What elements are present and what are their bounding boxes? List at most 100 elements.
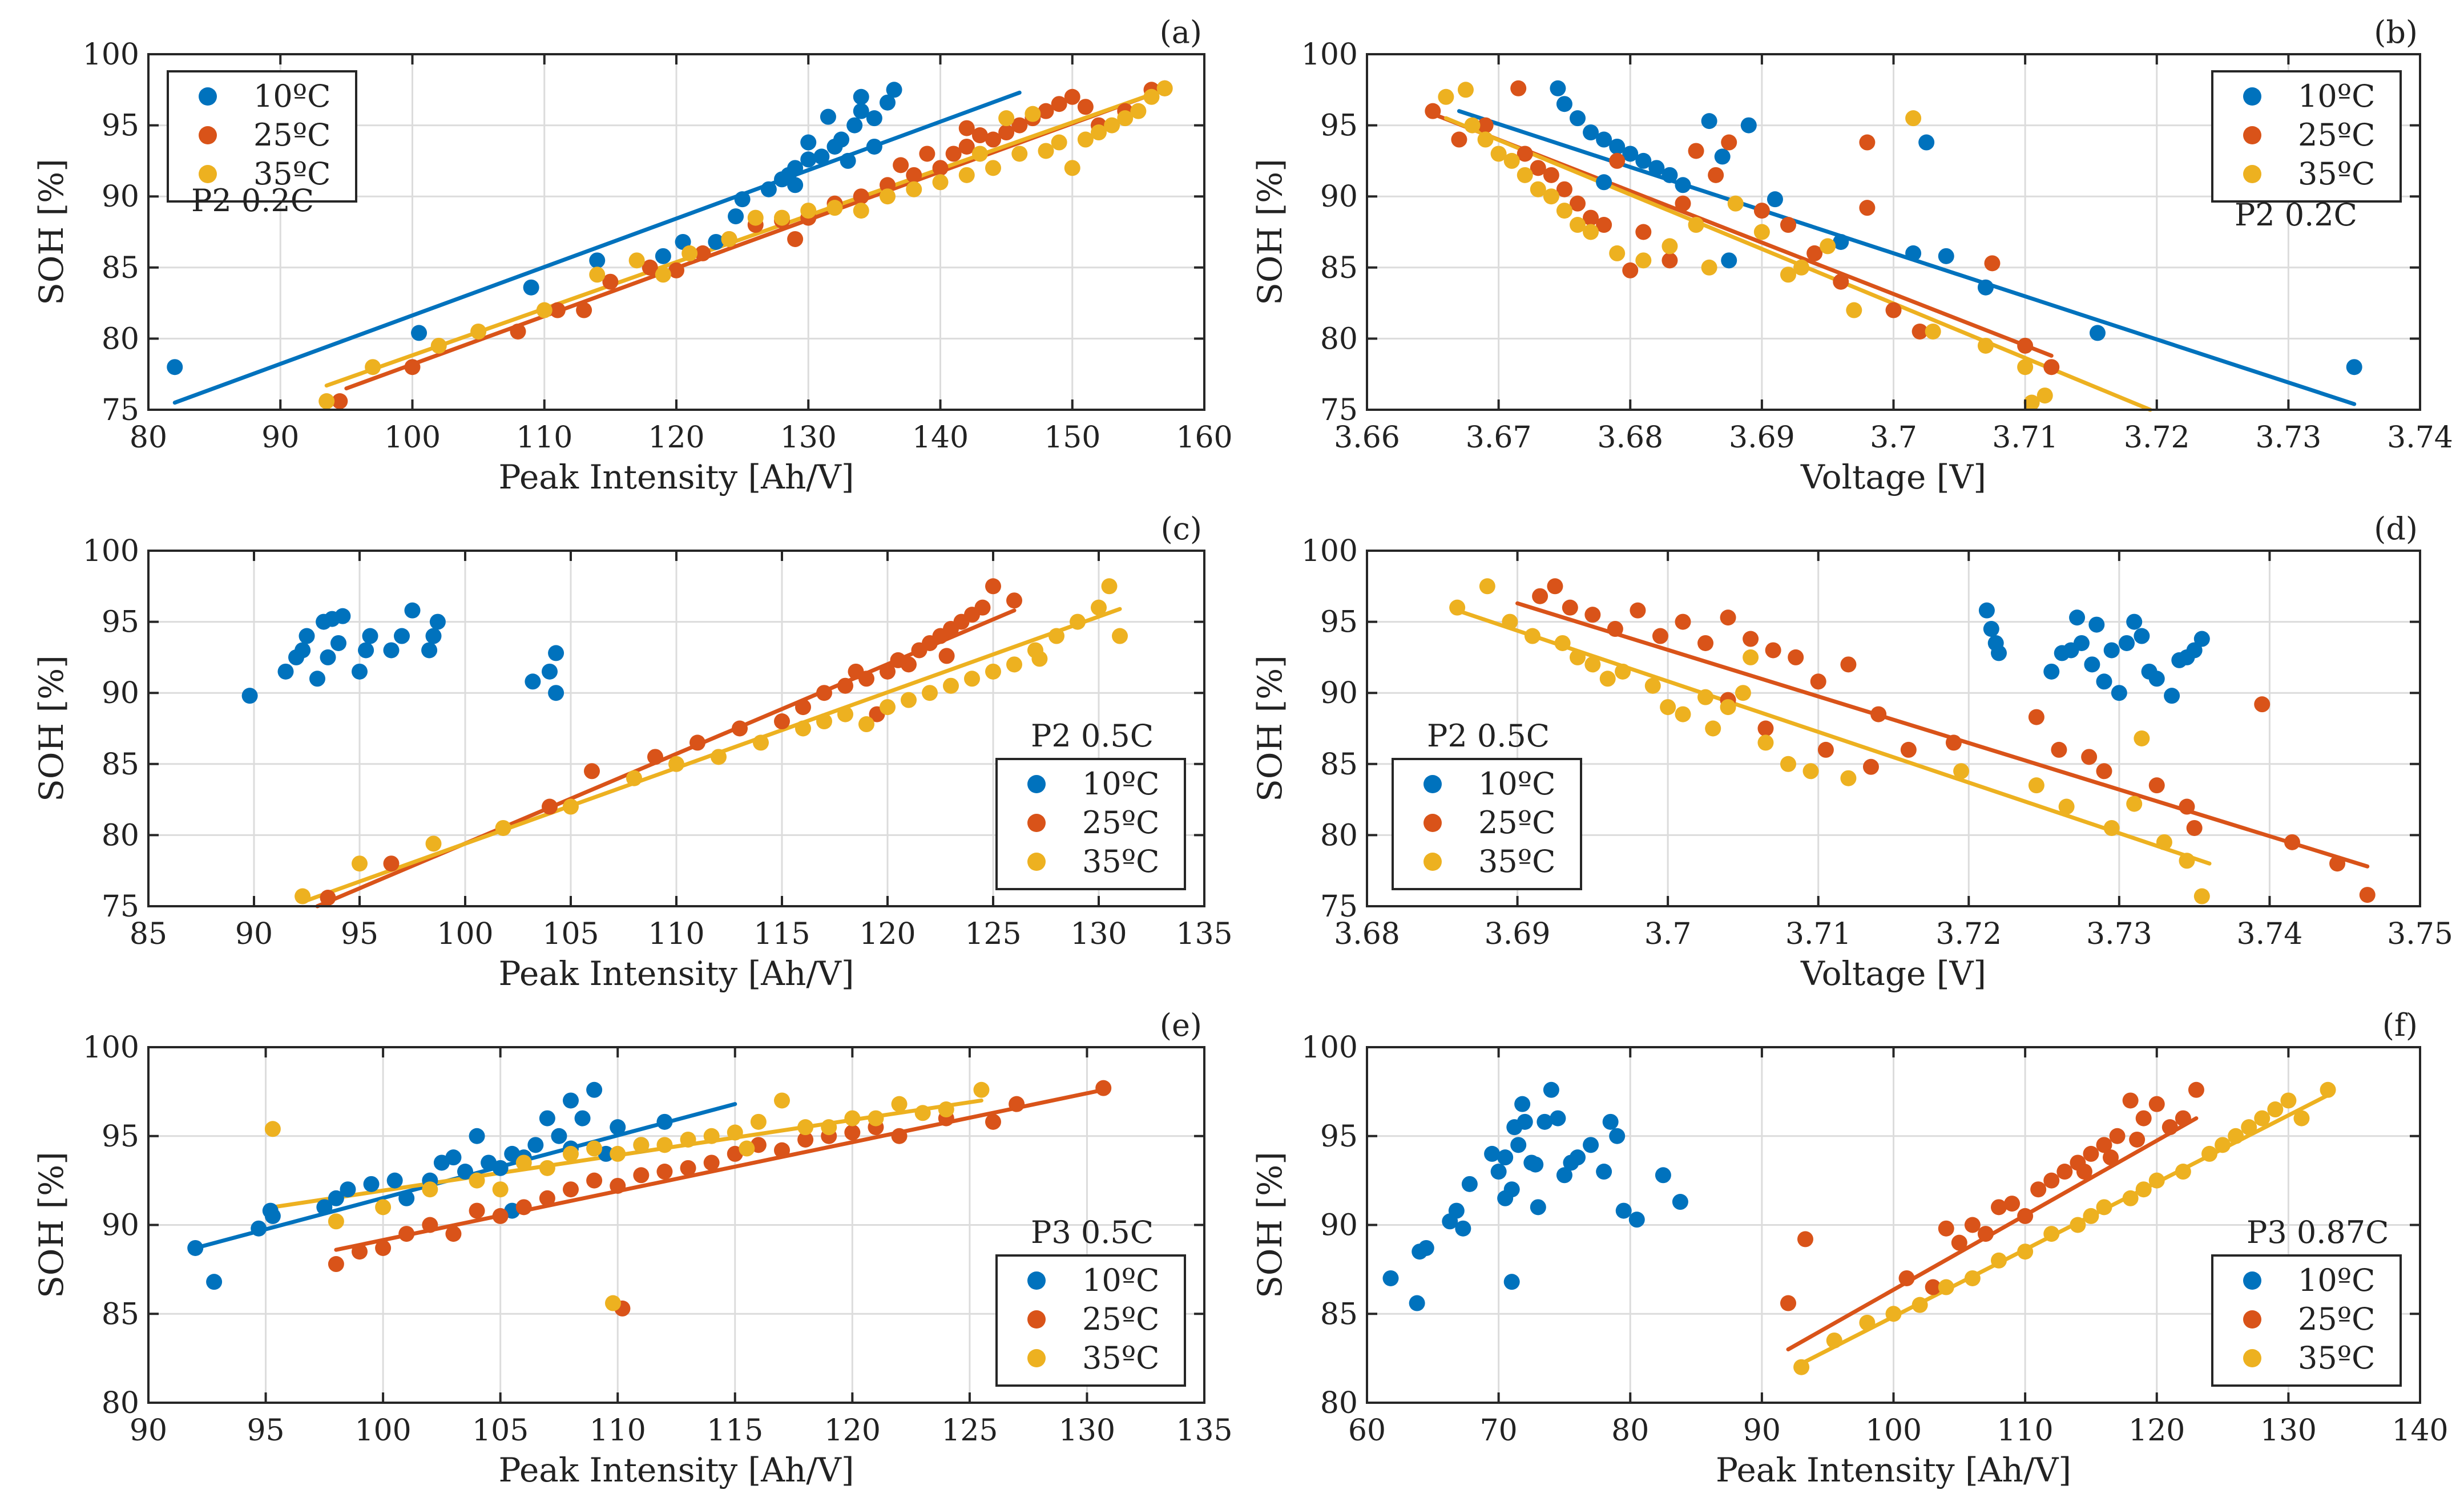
data-point-c35 xyxy=(1859,1314,1876,1331)
data-point-c35 xyxy=(2228,1128,2244,1144)
data-point-c35 xyxy=(1826,1332,1842,1348)
data-point-c35 xyxy=(1662,238,1678,255)
data-point-c10 xyxy=(1543,1081,1559,1098)
data-point-c35 xyxy=(891,1096,908,1112)
data-point-c25 xyxy=(1757,720,1774,737)
data-point-c35 xyxy=(1517,167,1533,183)
data-point-c35 xyxy=(880,699,896,716)
data-point-c25 xyxy=(1077,99,1094,115)
data-point-c35 xyxy=(2175,1164,2191,1180)
data-point-c25 xyxy=(1840,656,1857,673)
data-point-c35 xyxy=(1048,628,1064,644)
data-point-c25 xyxy=(422,1217,438,1233)
data-point-c25 xyxy=(971,127,988,144)
data-point-c25 xyxy=(1900,741,1917,758)
data-point-c10 xyxy=(492,1160,509,1176)
data-point-c10 xyxy=(800,134,817,151)
data-point-c35 xyxy=(1490,146,1507,162)
data-point-c10 xyxy=(2119,635,2135,651)
y-tick-label: 100 xyxy=(1301,38,1358,72)
data-point-c10 xyxy=(1418,1240,1434,1256)
data-point-c25 xyxy=(2051,741,2067,758)
x-tick-label: 135 xyxy=(1176,917,1232,951)
data-point-c35 xyxy=(1477,131,1494,148)
data-point-c25 xyxy=(938,648,955,664)
data-point-c10 xyxy=(1596,131,1612,148)
data-point-c10 xyxy=(167,359,183,376)
data-point-c10 xyxy=(1527,1156,1544,1173)
x-tick-label: 95 xyxy=(341,917,378,951)
data-point-c10 xyxy=(1583,1137,1599,1153)
x-axis-label: Peak Intensity [Ah/V] xyxy=(499,458,854,496)
legend-label: 35ºC xyxy=(253,156,330,192)
y-tick-label: 75 xyxy=(102,890,139,924)
data-point-c10 xyxy=(1503,1181,1520,1198)
data-point-c25 xyxy=(1517,146,1533,162)
data-point-c25 xyxy=(1911,323,1928,340)
data-point-c25 xyxy=(2043,1172,2060,1189)
data-point-c25 xyxy=(1859,200,1876,216)
panel-b: 3.66 3.67 3.68 3.69 3.7 3.71 3.72 3.73 3.74 75 80 8… xyxy=(1251,14,2453,496)
data-point-c35 xyxy=(2293,1110,2310,1127)
data-point-c25 xyxy=(774,713,790,730)
data-point-c10 xyxy=(1983,621,1999,637)
x-tick-label: 100 xyxy=(384,421,441,455)
legend-label: 35ºC xyxy=(2298,1340,2375,1376)
data-point-c25 xyxy=(848,663,864,680)
data-point-c35 xyxy=(633,1137,650,1153)
data-point-c25 xyxy=(1532,588,1548,604)
data-point-c10 xyxy=(1701,113,1717,130)
legend-marker-c35 xyxy=(2243,1349,2261,1367)
data-point-c10 xyxy=(780,167,797,183)
x-tick-label: 70 xyxy=(1480,1414,1518,1448)
x-tick-label: 125 xyxy=(941,1414,998,1448)
x-axis-label: Peak Intensity [Ah/V] xyxy=(499,954,854,993)
data-point-c35 xyxy=(837,706,853,722)
data-point-c10 xyxy=(846,117,863,134)
legend-label: 25ºC xyxy=(1082,805,1159,841)
data-point-c10 xyxy=(1615,1202,1632,1219)
y-tick-label: 100 xyxy=(83,1031,139,1065)
data-point-c10 xyxy=(548,645,564,661)
y-tick-label: 95 xyxy=(102,109,139,143)
data-point-c25 xyxy=(2135,1110,2152,1127)
data-point-c10 xyxy=(880,94,896,111)
data-point-c25 xyxy=(320,890,336,906)
data-point-c35 xyxy=(1091,124,1107,141)
y-tick-label: 100 xyxy=(1301,1031,1358,1065)
data-point-c35 xyxy=(1006,656,1022,673)
data-point-c35 xyxy=(515,1154,532,1171)
data-point-c35 xyxy=(1479,578,1495,595)
x-tick-label: 160 xyxy=(1176,421,1232,455)
y-tick-label: 85 xyxy=(1320,251,1358,285)
data-point-c25 xyxy=(837,677,853,694)
data-point-c35 xyxy=(1583,224,1599,240)
data-point-c10 xyxy=(1991,645,2007,661)
data-point-c25 xyxy=(1425,103,1441,119)
data-point-c25 xyxy=(2017,1208,2034,1224)
data-point-c25 xyxy=(795,699,811,716)
data-point-c35 xyxy=(1840,770,1857,786)
data-point-c10 xyxy=(1977,279,1994,296)
y-tick-label: 90 xyxy=(1320,676,1358,710)
data-point-c35 xyxy=(1064,160,1080,176)
data-point-c35 xyxy=(1524,628,1540,644)
data-point-c10 xyxy=(295,642,311,659)
data-point-c10 xyxy=(1596,174,1612,191)
data-point-c35 xyxy=(1846,302,1862,318)
data-point-c25 xyxy=(1885,302,1902,318)
data-point-c35 xyxy=(1938,1279,1954,1295)
data-point-c35 xyxy=(2179,853,2195,869)
data-point-c25 xyxy=(2148,777,2165,794)
data-point-c35 xyxy=(1977,337,1994,354)
x-tick-label: 3.67 xyxy=(1466,421,1532,455)
data-point-c10 xyxy=(264,1208,281,1224)
data-point-c25 xyxy=(2359,887,2376,903)
data-point-c25 xyxy=(1011,117,1028,134)
data-point-c10 xyxy=(1583,124,1599,141)
data-point-c25 xyxy=(2017,337,2034,354)
y-tick-label: 75 xyxy=(102,393,139,427)
data-point-c25 xyxy=(891,1128,908,1144)
